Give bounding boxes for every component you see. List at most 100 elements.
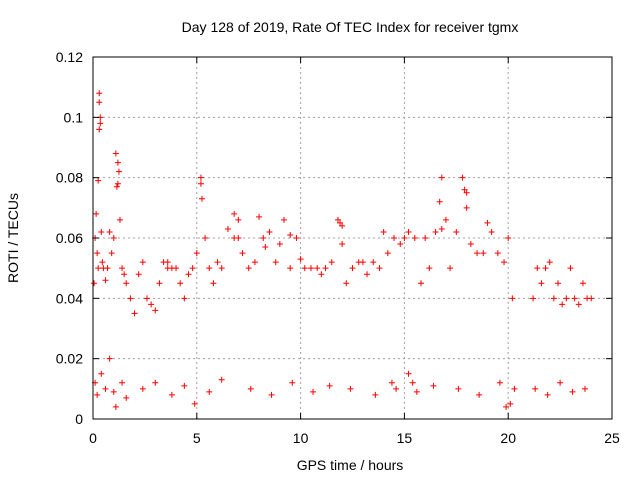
data-point <box>509 295 516 302</box>
data-point <box>115 168 122 175</box>
data-point <box>297 256 304 263</box>
data-point <box>123 280 130 287</box>
data-point <box>546 259 553 266</box>
y-tick-label: 0.04 <box>56 290 83 306</box>
data-point <box>401 235 408 241</box>
data-point <box>397 241 404 248</box>
data-point <box>364 271 371 278</box>
data-point <box>530 295 537 302</box>
data-point <box>181 295 188 302</box>
x-tick-label: 15 <box>397 430 413 446</box>
data-point <box>239 250 246 257</box>
data-point <box>287 231 294 238</box>
data-point <box>268 391 275 398</box>
data-point <box>202 235 209 241</box>
data-point <box>438 174 445 181</box>
data-point <box>339 222 346 229</box>
y-axis-label: ROTI / TECUs <box>5 193 21 283</box>
data-point <box>326 382 333 389</box>
data-point <box>337 219 344 226</box>
data-point <box>447 265 454 272</box>
data-point <box>538 280 545 287</box>
grid-layer <box>93 57 612 419</box>
data-point <box>108 250 115 257</box>
data-point <box>152 307 159 314</box>
data-point <box>110 388 117 395</box>
data-point <box>376 265 383 272</box>
data-point <box>116 216 123 223</box>
data-point <box>177 280 184 287</box>
data-point <box>287 265 294 272</box>
data-point <box>322 265 329 272</box>
data-point <box>119 379 126 386</box>
data-point <box>411 235 418 241</box>
data-point <box>459 174 466 181</box>
data-point <box>474 250 481 257</box>
data-point <box>496 379 503 386</box>
data-point <box>461 186 468 193</box>
data-point <box>198 195 205 202</box>
data-point <box>388 379 395 386</box>
data-point <box>218 376 225 383</box>
data-point <box>247 385 254 392</box>
data-point <box>542 265 549 272</box>
data-point <box>139 385 146 392</box>
data-point <box>112 403 119 410</box>
data-point <box>139 259 146 266</box>
data-point <box>197 180 204 187</box>
data-point <box>193 250 200 257</box>
data-point <box>272 259 279 266</box>
data-point <box>262 244 269 251</box>
data-point <box>307 265 314 272</box>
data-point <box>503 403 510 410</box>
data-point <box>405 370 412 377</box>
data-point <box>418 280 425 287</box>
data-point <box>256 213 263 220</box>
data-point <box>206 388 213 395</box>
data-point <box>588 295 595 302</box>
data-point <box>463 189 470 196</box>
data-point <box>231 210 238 217</box>
data-point <box>393 385 400 392</box>
data-point <box>121 271 128 278</box>
data-point <box>189 265 196 272</box>
data-point <box>559 301 566 308</box>
data-point <box>173 265 180 272</box>
data-point <box>214 259 221 266</box>
data-point <box>185 271 192 278</box>
data-point <box>511 385 518 392</box>
data-point <box>266 228 273 235</box>
data-point <box>93 210 100 217</box>
data-point <box>96 90 103 97</box>
data-point <box>453 228 460 235</box>
data-point <box>532 385 539 392</box>
data-point <box>127 295 134 302</box>
data-point <box>422 235 429 241</box>
data-point <box>156 280 163 287</box>
data-point <box>384 250 391 257</box>
x-tick-label: 25 <box>604 430 620 446</box>
data-point <box>114 180 121 187</box>
y-tick-label: 0 <box>75 411 83 427</box>
data-point <box>210 280 217 287</box>
data-point <box>102 277 109 284</box>
data-point <box>314 265 321 272</box>
data-point <box>251 259 258 266</box>
data-point <box>507 400 514 407</box>
y-tick-label: 0.08 <box>56 170 83 186</box>
data-point <box>334 216 341 223</box>
data-point <box>102 385 109 392</box>
data-point <box>293 235 300 241</box>
data-point <box>191 400 198 407</box>
data-point <box>571 295 578 302</box>
chart-title: Day 128 of 2019, Rate Of TEC Index for r… <box>182 19 519 35</box>
data-point <box>96 126 103 133</box>
data-point <box>413 388 420 395</box>
data-point <box>99 259 106 266</box>
data-point <box>135 271 142 278</box>
data-point <box>168 391 175 398</box>
data-point <box>218 265 225 272</box>
data-point <box>505 235 512 241</box>
data-point <box>476 391 483 398</box>
